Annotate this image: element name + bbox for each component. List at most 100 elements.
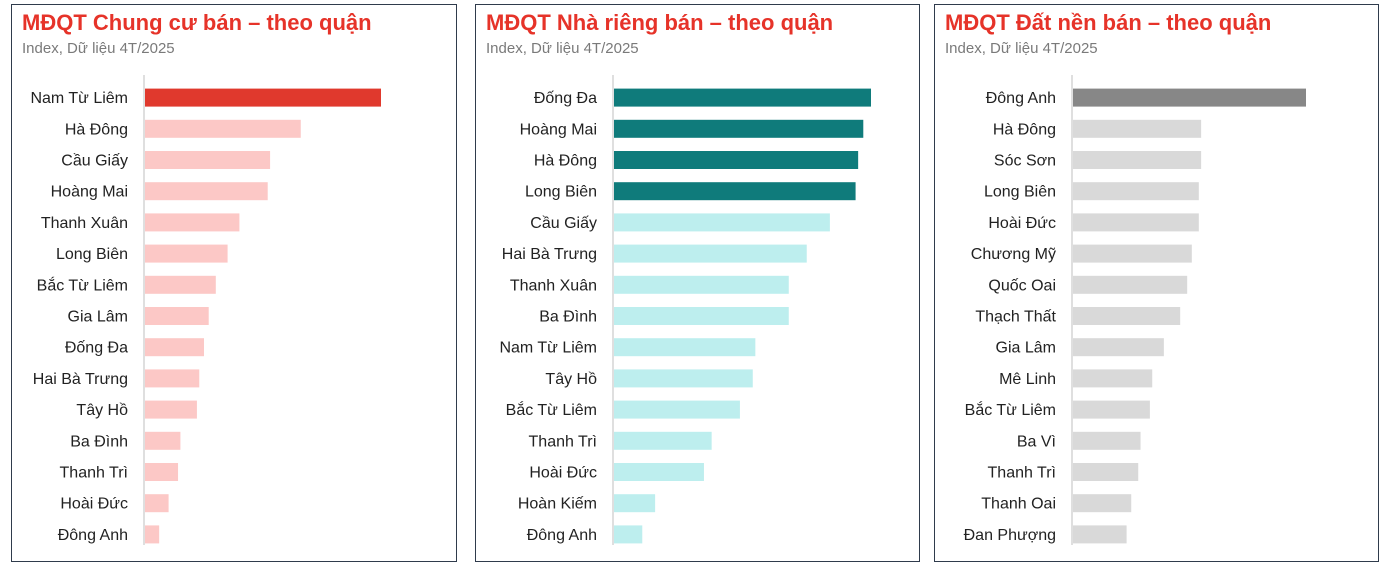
category-label: Cầu Giấy [61, 153, 128, 170]
bar [145, 338, 204, 357]
category-label: Hai Bà Trưng [33, 371, 128, 388]
bar [614, 151, 859, 169]
category-label: Tây Hồ [545, 371, 597, 388]
bar [1073, 525, 1127, 544]
bar [145, 182, 268, 201]
category-label: Ba Đình [70, 433, 128, 450]
bar [145, 275, 216, 294]
category-label: Đan Phượng [964, 527, 1056, 544]
category-label: Quốc Oai [988, 277, 1056, 294]
category-label: Thanh Trì [529, 433, 597, 450]
category-label: Hoàng Mai [520, 121, 597, 138]
bar [145, 307, 209, 325]
bar [145, 213, 240, 232]
chart-panel-house: MĐQT Nhà riêng bán – theo quận Index, Dữ… [475, 4, 920, 562]
category-label: Ba Vì [1017, 433, 1056, 450]
category-label: Đống Đa [65, 340, 128, 357]
bar [145, 400, 197, 419]
bar [614, 213, 830, 232]
bar [1073, 119, 1202, 138]
bar [614, 338, 756, 357]
category-label: Hà Đông [534, 153, 597, 170]
bar [614, 244, 807, 263]
bar [145, 525, 160, 544]
category-label: Ba Đình [539, 309, 597, 326]
bar-chart-land: Đông Anh Hà Đông Sóc Sơn Long Biên Hoài Đức C… [964, 75, 1306, 545]
category-label: Long Biên [56, 246, 128, 263]
chart-subtitle: Index, Dữ liệu 4T/2025 [945, 40, 1098, 57]
bar [614, 119, 864, 138]
category-label: Nam Từ Liêm [499, 340, 597, 357]
bar [145, 119, 301, 138]
category-label: Thanh Trì [60, 465, 128, 482]
chart-panel-apartment: MĐQT Chung cư bán – theo quận Index, Dữ … [11, 4, 457, 562]
category-label: Hoàng Mai [51, 184, 128, 201]
category-label: Sóc Sơn [994, 153, 1056, 170]
bar [1073, 338, 1164, 357]
bar-chart-apartment: Nam Từ Liêm Hà Đông Cầu Giấy Hoàng Mai Thanh… [30, 75, 381, 545]
category-label: Nam Từ Liêm [30, 90, 128, 107]
category-label: Đông Anh [527, 527, 597, 544]
category-label: Hoài Đức [60, 496, 128, 513]
category-label: Đống Đa [534, 90, 597, 107]
bar [1073, 182, 1199, 201]
category-label: Mê Linh [999, 371, 1056, 388]
bar [1073, 151, 1202, 169]
bar [614, 525, 643, 544]
category-label: Thanh Xuân [510, 277, 597, 294]
bar [145, 244, 228, 263]
bar [1073, 369, 1153, 388]
category-label: Đông Anh [58, 527, 128, 544]
chart-subtitle: Index, Dữ liệu 4T/2025 [486, 40, 639, 57]
bar [614, 88, 871, 107]
bar [1073, 400, 1150, 419]
category-label: Cầu Giấy [530, 215, 597, 232]
category-label: Bắc Từ Liêm [37, 275, 128, 294]
bar [1073, 307, 1181, 325]
bar-chart-house: Đống Đa Hoàng Mai Hà Đông Long Biên Cầu Giấy… [499, 75, 871, 545]
bar [614, 369, 753, 388]
category-label: Tây Hồ [76, 402, 128, 419]
bar [614, 431, 712, 450]
chart-title: MĐQT Chung cư bán – theo quận [22, 10, 372, 35]
bar [1073, 463, 1139, 481]
bar [614, 182, 856, 201]
category-label: Hoài Đức [529, 465, 597, 482]
bar [1073, 244, 1192, 263]
bar [1073, 88, 1306, 107]
category-label: Chương Mỹ [971, 246, 1056, 263]
category-label: Long Biên [984, 184, 1056, 201]
category-label: Hai Bà Trưng [502, 246, 597, 263]
category-label: Thanh Oai [981, 496, 1056, 513]
bar [1073, 494, 1132, 513]
bar [1073, 431, 1141, 450]
chart-title: MĐQT Nhà riêng bán – theo quận [486, 10, 834, 35]
bar [614, 463, 704, 481]
category-label: Hoàn Kiếm [518, 496, 597, 513]
category-label: Gia Lâm [68, 309, 128, 326]
category-label: Thanh Xuân [41, 215, 128, 232]
bar [145, 463, 179, 481]
chart-subtitle: Index, Dữ liệu 4T/2025 [22, 40, 175, 57]
category-label: Bắc Từ Liêm [965, 400, 1056, 419]
category-label: Hà Đông [65, 121, 128, 138]
bar [145, 431, 181, 450]
category-label: Hoài Đức [988, 215, 1056, 232]
bar [1073, 213, 1199, 232]
bar [145, 88, 381, 107]
category-label: Thạch Thất [975, 309, 1056, 326]
category-label: Hà Đông [993, 121, 1056, 138]
bar [1073, 275, 1188, 294]
category-label: Gia Lâm [996, 340, 1056, 357]
category-label: Đông Anh [986, 90, 1056, 107]
bar [614, 400, 740, 419]
bar [145, 151, 271, 169]
bar [614, 275, 789, 294]
chart-panel-land: MĐQT Đất nền bán – theo quận Index, Dữ l… [934, 4, 1379, 562]
chart-title: MĐQT Đất nền bán – theo quận [945, 10, 1272, 35]
category-label: Bắc Từ Liêm [506, 400, 597, 419]
bar [145, 494, 169, 513]
category-label: Long Biên [525, 184, 597, 201]
bar [614, 307, 789, 325]
bar [614, 494, 656, 513]
